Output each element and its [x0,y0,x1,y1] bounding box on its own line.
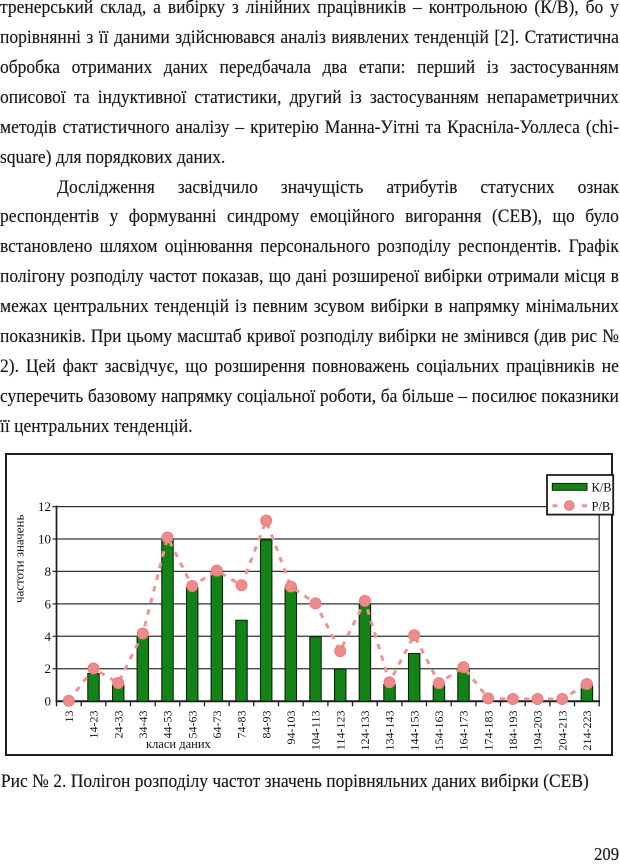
svg-text:154-163: 154-163 [432,711,446,751]
svg-text:класи даних: класи даних [146,737,212,751]
svg-text:14-23: 14-23 [87,711,101,739]
svg-text:184-193: 184-193 [506,711,520,751]
svg-text:204-213: 204-213 [555,711,569,751]
svg-text:частоти значень: частоти значень [12,515,27,603]
svg-text:12: 12 [38,499,51,514]
svg-text:8: 8 [45,564,52,579]
svg-text:174-183: 174-183 [481,711,495,751]
svg-text:0: 0 [45,694,52,709]
svg-text:13: 13 [62,711,76,723]
svg-text:6: 6 [45,596,52,611]
svg-text:Р/В: Р/В [592,500,611,514]
svg-text:К/В: К/В [592,481,612,495]
svg-text:114-123: 114-123 [333,711,347,751]
svg-text:74-83: 74-83 [235,711,249,739]
svg-text:2: 2 [45,661,52,676]
svg-text:104-113: 104-113 [309,711,323,751]
svg-text:4: 4 [45,629,52,644]
svg-text:34-43: 34-43 [136,711,150,739]
svg-text:124-133: 124-133 [358,711,372,751]
svg-text:194-203: 194-203 [531,711,545,751]
svg-text:84-93: 84-93 [259,711,273,739]
svg-text:214-223: 214-223 [580,711,594,751]
svg-text:144-153: 144-153 [407,711,421,751]
svg-text:164-173: 164-173 [457,711,471,751]
svg-text:54-63: 54-63 [185,711,199,739]
svg-text:94-103: 94-103 [284,711,298,745]
svg-text:10: 10 [38,531,51,546]
svg-text:44-53: 44-53 [161,711,175,739]
svg-text:64-73: 64-73 [210,711,224,739]
svg-text:134-143: 134-143 [383,711,397,751]
svg-text:24-33: 24-33 [111,711,125,739]
